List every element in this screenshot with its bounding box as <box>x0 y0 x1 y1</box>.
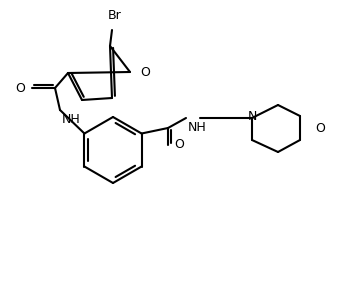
Text: NH: NH <box>62 113 81 126</box>
Text: O: O <box>140 65 150 79</box>
Text: N: N <box>247 110 257 123</box>
Text: O: O <box>15 82 25 94</box>
Text: Br: Br <box>108 9 122 22</box>
Text: O: O <box>174 139 184 151</box>
Text: NH: NH <box>188 121 207 134</box>
Text: O: O <box>315 122 325 134</box>
